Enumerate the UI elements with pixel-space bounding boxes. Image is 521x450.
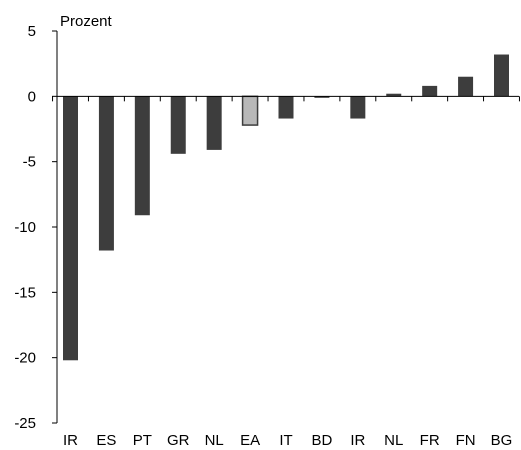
- y-tick-label: 0: [28, 88, 36, 105]
- bar-fr-10: [422, 85, 438, 97]
- bar-ir-0: [63, 96, 78, 361]
- bar-nl-4: [206, 96, 222, 150]
- axes-layer: [52, 31, 520, 423]
- x-tick-label: PT: [133, 432, 152, 449]
- bar-ir-8: [350, 96, 366, 119]
- y-tick-label: -5: [23, 154, 36, 171]
- x-tick-label: IR: [350, 432, 365, 449]
- bar-it-6: [278, 96, 294, 119]
- bars-layer: [63, 54, 509, 361]
- x-tick-label: IT: [279, 432, 292, 449]
- x-tick-label: IR: [63, 432, 78, 449]
- y-axis-ticks: 5 0 -5 -10 -15 -20 -25: [14, 23, 57, 432]
- bar-pt-2: [134, 96, 150, 216]
- x-tick-label: BG: [491, 432, 513, 449]
- y-tick-label: 5: [28, 23, 36, 40]
- y-tick-label: -25: [14, 415, 36, 432]
- x-axis-ticks: IR ES PT GR NL EA IT BD IR NL FR FN BG: [63, 432, 512, 449]
- bar-nl-9: [386, 93, 402, 97]
- y-tick-label: -10: [14, 219, 36, 236]
- x-tick-label: GR: [167, 432, 190, 449]
- bar-es-1: [98, 96, 114, 251]
- x-tick-label: NL: [205, 432, 224, 449]
- bar-bd-7: [314, 96, 330, 98]
- y-unit-label: Prozent: [60, 13, 113, 30]
- x-tick-label: BD: [311, 432, 332, 449]
- x-tick-label: FR: [420, 432, 440, 449]
- y-tick-label: -15: [14, 284, 36, 301]
- x-tick-label: NL: [384, 432, 403, 449]
- bar-gr-3: [170, 96, 186, 154]
- bar-fn-11: [458, 76, 474, 97]
- bar-bg-12: [494, 54, 509, 97]
- x-tick-label: ES: [96, 432, 116, 449]
- y-tick-label: -20: [14, 350, 36, 367]
- bar-ea-5: [241, 95, 259, 126]
- x-tick-label: EA: [240, 432, 260, 449]
- x-tick-label: FN: [456, 432, 476, 449]
